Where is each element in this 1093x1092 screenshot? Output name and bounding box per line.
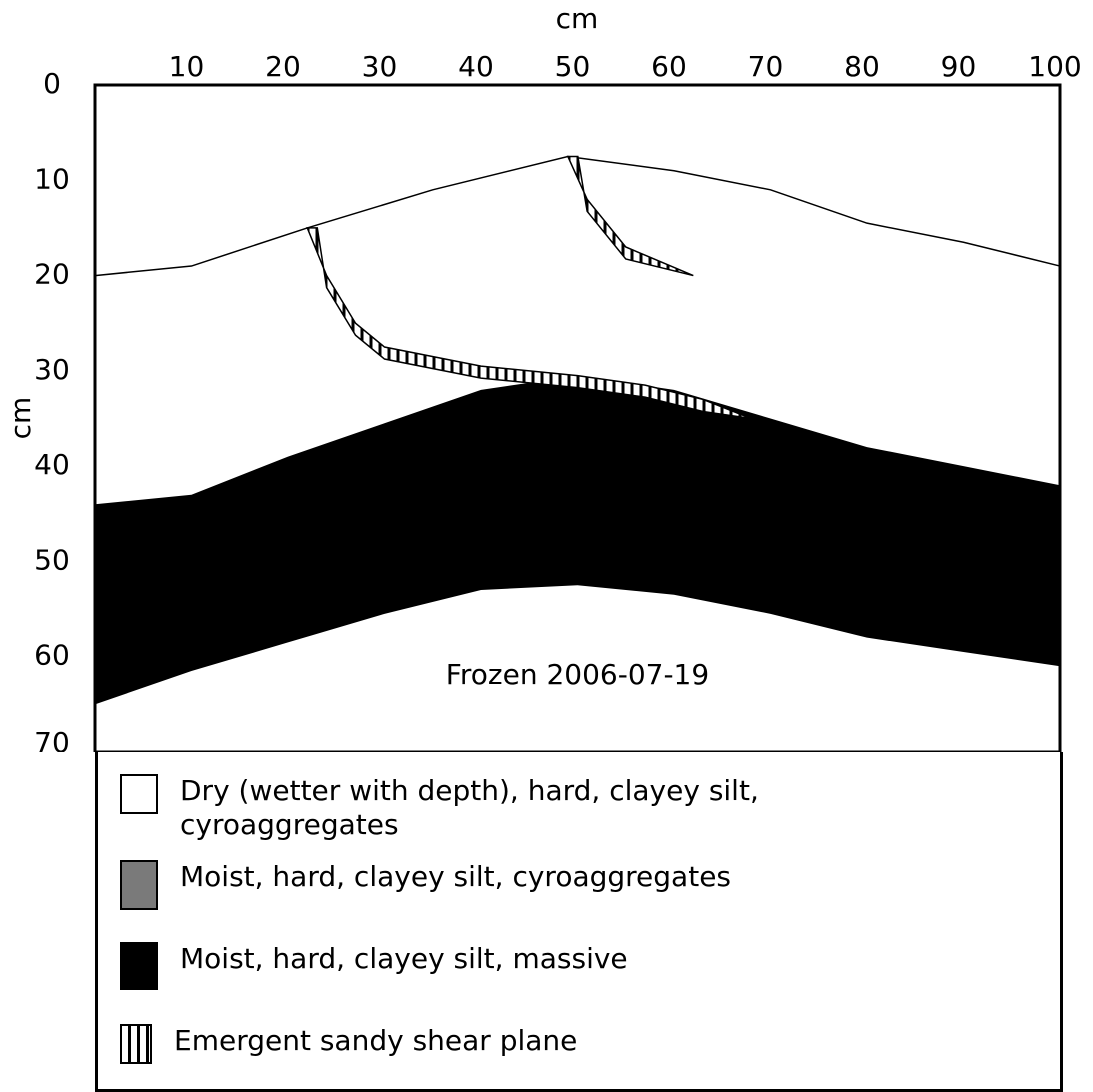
x-tick-label: 60 <box>651 50 687 83</box>
x-tick-label: 20 <box>265 50 301 83</box>
y-axis-label: cm <box>4 397 37 440</box>
legend-swatch <box>120 1024 152 1064</box>
legend-item: Dry (wetter with depth), hard, clayey si… <box>120 774 820 842</box>
legend-swatch <box>120 774 158 814</box>
x-tick-label: 70 <box>748 50 784 83</box>
legend-label: Moist, hard, clayey silt, cyroaggregates <box>180 860 820 894</box>
x-tick-label: 40 <box>458 50 494 83</box>
legend-item: Emergent sandy shear plane <box>120 1024 814 1064</box>
legend-swatch <box>120 860 158 910</box>
annotation: Frozen 2006-07-19 <box>446 658 709 691</box>
x-tick-label: 10 <box>169 50 205 83</box>
legend-swatch <box>120 942 158 990</box>
x-tick-label: 90 <box>941 50 977 83</box>
dark-layer <box>95 376 1060 705</box>
y-tick-label: 10 <box>34 162 70 195</box>
x-tick-label: 50 <box>555 50 591 83</box>
y-tick-label: 40 <box>34 448 70 481</box>
y-tick-label: 30 <box>34 353 70 386</box>
x-tick-label: 30 <box>362 50 398 83</box>
legend-label: Emergent sandy shear plane <box>174 1024 814 1058</box>
y-tick-label: 70 <box>34 726 70 752</box>
legend-item: Moist, hard, clayey silt, cyroaggregates <box>120 860 820 910</box>
y-tick-label: 50 <box>34 543 70 576</box>
y-tick-label: 60 <box>34 639 70 672</box>
legend-label: Dry (wetter with depth), hard, clayey si… <box>180 774 820 842</box>
shear-plane <box>568 156 693 275</box>
x-tick-label: 80 <box>844 50 880 83</box>
chart: cm cm 10 20 30 40 50 60 70 80 90 100 0 10 20 30 40 50 60… <box>0 0 1093 752</box>
x-axis-label: cm <box>556 2 599 35</box>
legend-item: Moist, hard, clayey silt, massive <box>120 942 820 990</box>
page: {"chart_data": {"type": "profile", "x_la… <box>0 0 1093 1092</box>
y-tick-label: 0 <box>43 67 61 100</box>
legend-label: Moist, hard, clayey silt, massive <box>180 942 820 976</box>
x-tick-label: 100 <box>1028 50 1081 83</box>
legend: Dry (wetter with depth), hard, clayey si… <box>95 752 1063 1092</box>
y-tick-label: 20 <box>34 258 70 291</box>
